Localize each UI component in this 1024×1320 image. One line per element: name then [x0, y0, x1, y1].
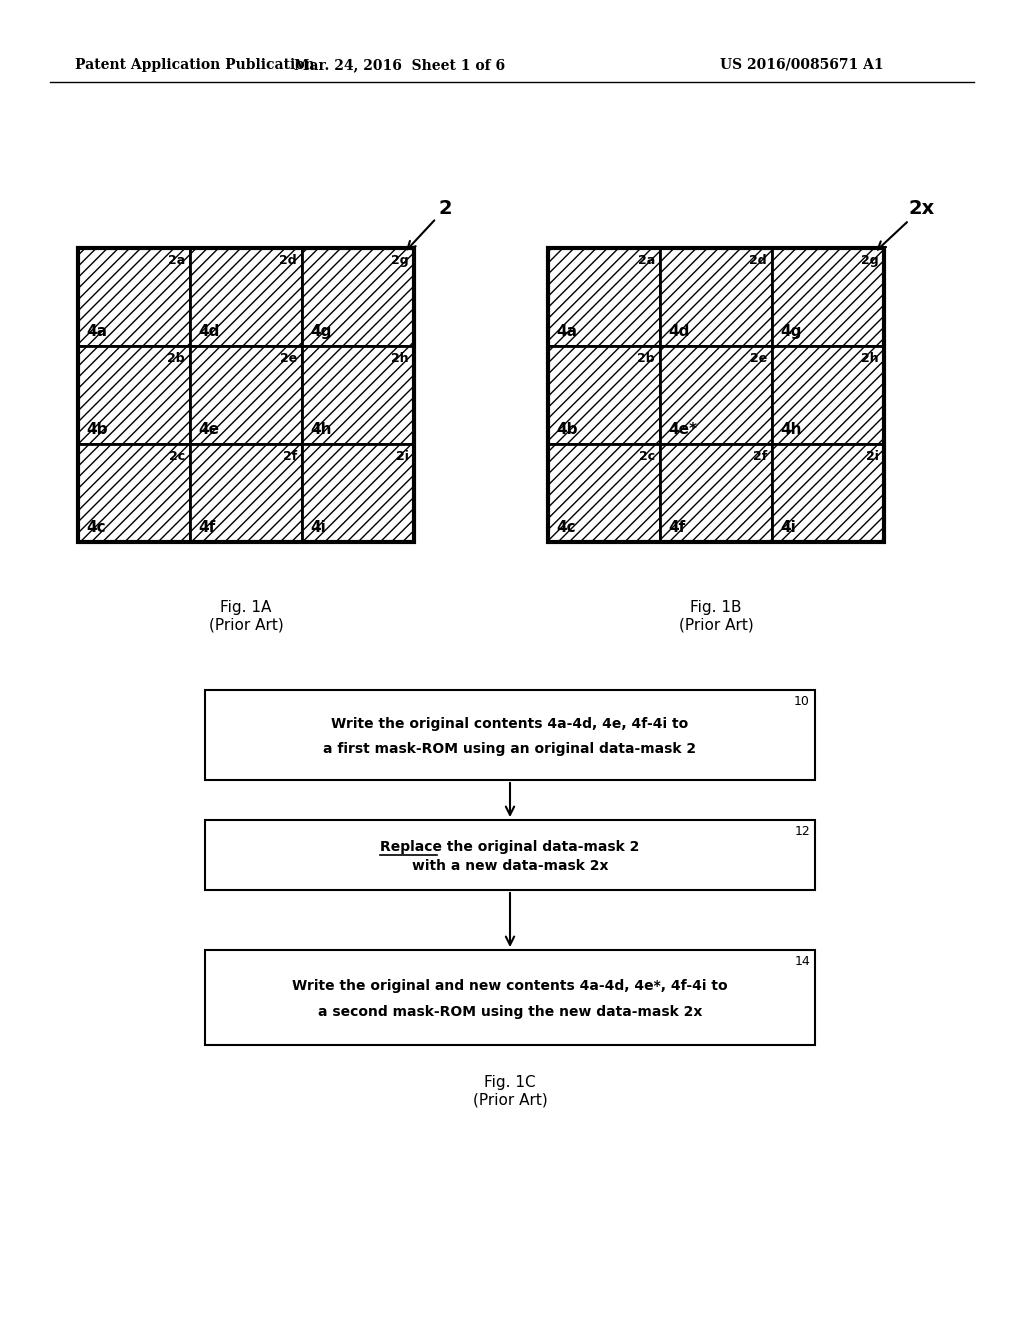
Text: 4c: 4c: [556, 520, 575, 535]
Bar: [772, 444, 884, 543]
Text: 2f: 2f: [283, 450, 297, 463]
Bar: [302, 346, 414, 444]
Text: 2i: 2i: [396, 450, 409, 463]
Text: 4c: 4c: [86, 520, 105, 535]
Bar: [772, 346, 884, 444]
Bar: [548, 248, 884, 543]
Bar: [548, 346, 660, 444]
Text: 2x: 2x: [878, 198, 935, 249]
Text: 4e: 4e: [198, 422, 219, 437]
Text: 2c: 2c: [639, 450, 655, 463]
Text: 2b: 2b: [167, 352, 185, 366]
Text: Patent Application Publication: Patent Application Publication: [75, 58, 314, 73]
Text: 4d: 4d: [668, 323, 689, 339]
Text: 14: 14: [795, 954, 810, 968]
Text: 4f: 4f: [668, 520, 685, 535]
Bar: [190, 346, 302, 444]
Text: 2h: 2h: [391, 352, 409, 366]
Text: 4i: 4i: [310, 520, 326, 535]
Text: Fig. 1A
(Prior Art): Fig. 1A (Prior Art): [209, 601, 284, 632]
Bar: [302, 444, 414, 543]
Text: a first mask-ROM using an original data-mask 2: a first mask-ROM using an original data-…: [324, 742, 696, 755]
Text: Write the original and new contents 4a-4d, 4e*, 4f-4i to: Write the original and new contents 4a-4…: [292, 979, 728, 993]
Bar: [302, 248, 414, 346]
Text: 2b: 2b: [637, 352, 655, 366]
Text: 10: 10: [795, 696, 810, 708]
Text: 4a: 4a: [86, 323, 106, 339]
Bar: [78, 346, 190, 444]
Text: 2a: 2a: [168, 253, 185, 267]
Bar: [548, 444, 660, 543]
Text: Fig. 1B
(Prior Art): Fig. 1B (Prior Art): [679, 601, 754, 632]
Bar: [205, 950, 815, 1045]
Bar: [660, 444, 772, 543]
Text: 4a: 4a: [556, 323, 577, 339]
Text: 2g: 2g: [861, 253, 879, 267]
Text: a second mask-ROM using the new data-mask 2x: a second mask-ROM using the new data-mas…: [317, 1005, 702, 1019]
Bar: [660, 248, 772, 346]
Bar: [190, 444, 302, 543]
Text: 2d: 2d: [750, 253, 767, 267]
Text: 2a: 2a: [638, 253, 655, 267]
Bar: [660, 346, 772, 444]
Bar: [78, 248, 414, 543]
Text: 2d: 2d: [280, 253, 297, 267]
Bar: [78, 248, 190, 346]
Text: 2g: 2g: [391, 253, 409, 267]
Text: 4d: 4d: [198, 323, 219, 339]
Text: 4b: 4b: [86, 422, 108, 437]
Bar: [548, 248, 660, 346]
Bar: [78, 444, 190, 543]
Text: 4h: 4h: [780, 422, 802, 437]
Text: US 2016/0085671 A1: US 2016/0085671 A1: [720, 58, 884, 73]
Bar: [772, 248, 884, 346]
Text: 4g: 4g: [780, 323, 802, 339]
Text: 2c: 2c: [169, 450, 185, 463]
Text: 2f: 2f: [753, 450, 767, 463]
Text: Write the original contents 4a-4d, 4e, 4f-4i to: Write the original contents 4a-4d, 4e, 4…: [332, 717, 688, 731]
Text: 2e: 2e: [750, 352, 767, 366]
Bar: [205, 820, 815, 890]
Text: 2e: 2e: [280, 352, 297, 366]
Text: 2: 2: [408, 198, 453, 249]
Text: Mar. 24, 2016  Sheet 1 of 6: Mar. 24, 2016 Sheet 1 of 6: [295, 58, 506, 73]
Text: 4e*: 4e*: [668, 422, 697, 437]
Text: Fig. 1C
(Prior Art): Fig. 1C (Prior Art): [473, 1074, 548, 1107]
Text: 12: 12: [795, 825, 810, 838]
Text: 4g: 4g: [310, 323, 332, 339]
Bar: [205, 690, 815, 780]
Text: with a new data-mask 2x: with a new data-mask 2x: [412, 858, 608, 873]
Bar: [190, 248, 302, 346]
Text: Replace the original data-mask 2: Replace the original data-mask 2: [380, 840, 640, 854]
Text: 4f: 4f: [198, 520, 215, 535]
Text: 2i: 2i: [866, 450, 879, 463]
Text: 2h: 2h: [861, 352, 879, 366]
Text: 4b: 4b: [556, 422, 578, 437]
Text: 4i: 4i: [780, 520, 796, 535]
Text: 4h: 4h: [310, 422, 332, 437]
